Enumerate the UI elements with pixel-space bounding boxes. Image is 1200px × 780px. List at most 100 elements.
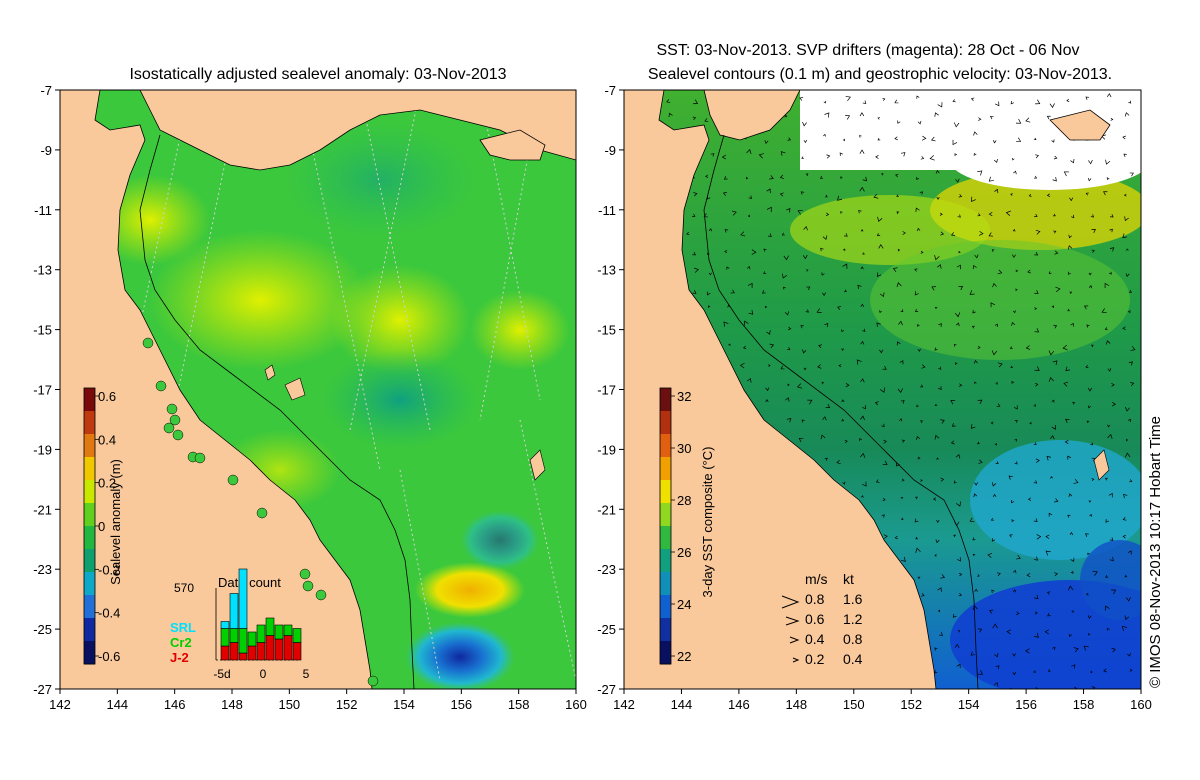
velocity-arrow [991,249,995,252]
y-tick-label: -25 [597,622,616,637]
velocity-arrow [954,643,960,649]
velocity-arrow [1048,512,1053,517]
velocity-arrow [825,212,830,216]
velocity-arrow [883,439,887,444]
velocity-arrow [1110,214,1114,218]
velocity-arrow [876,322,881,327]
data-count-bar-j2 [283,635,293,661]
velocity-arrow [915,496,918,500]
velocity-arrow [740,231,746,237]
colorbar-swatch [84,595,95,619]
velocity-arrow [940,477,945,482]
velocity-arrow [921,364,926,369]
velocity-arrow [938,323,942,327]
velocity-arrow [934,434,940,440]
velocity-arrow [803,367,807,371]
velocity-arrow [1088,633,1091,636]
velocity-arrow [806,286,811,291]
velocity-arrow [837,195,843,201]
velocity-arrow [970,97,975,101]
velocity-arrow [1067,514,1071,518]
velocity-arrow [895,173,899,178]
velocity-arrow [987,552,993,558]
velocity-arrow [1091,229,1096,234]
velocity-arrow [765,399,769,403]
velocity-arrow [1091,249,1095,253]
colorbar-swatch [660,595,671,619]
velocity-arrow [1085,365,1089,369]
velocity-arrow [1124,216,1129,222]
velocity-arrow [914,518,919,523]
velocity-arrow [796,383,803,389]
velocity-arrow [731,210,737,216]
velocity-arrow [1088,285,1093,289]
velocity-arrow [751,249,757,255]
velocity-arrow [916,323,920,327]
velocity-arrow [994,323,998,327]
x-tick-label: 152 [336,697,358,712]
velocity-arrow [1054,572,1059,577]
velocity-arrow [758,153,765,159]
velocity-arrow [802,121,807,127]
velocity-arrow [779,192,784,197]
velocity-arrow [957,557,961,562]
velocity-arrow [879,387,886,393]
colorbar-swatch [84,457,95,481]
velocity-arrow [786,418,792,423]
x-tick-label: 142 [613,697,635,712]
velocity-arrow [1013,170,1017,175]
velocity-arrow [953,344,957,347]
velocity-arrow [728,343,731,346]
velocity-arrow [1107,368,1112,372]
velocity-arrow [933,689,936,692]
velocity-arrow [916,227,921,232]
velocity-arrow [992,282,997,288]
velocity-arrow [1123,193,1127,197]
velocity-arrow [1111,401,1117,407]
velocity-arrow [1015,118,1022,124]
velocity-arrow [1034,328,1040,333]
y-tick-label: -15 [33,323,52,338]
data-count-bar-j2 [238,652,248,661]
sst-map [624,90,1141,692]
colorbar-tick-label: -0.4 [98,606,120,621]
velocity-arrow [1062,344,1068,351]
data-count-bar-j2 [247,645,257,661]
velocity-arrow [807,399,813,405]
velocity-arrow [938,366,942,370]
velocity-arrow [861,495,864,498]
velocity-arrow [897,120,901,124]
colorbar-tick-label: 24 [677,597,691,612]
velocity-arrow [974,254,979,259]
velocity-arrow [1124,615,1130,621]
data-count-ymax: 570 [174,581,194,595]
x-tick-label: 148 [785,697,807,712]
colorbar-tick-label: 0 [98,519,105,534]
velocity-arrow [897,388,903,394]
velocity-arrow [896,194,899,197]
velocity-arrow [1111,382,1115,387]
velocity-arrow [970,651,976,656]
colorbar-swatch [660,503,671,527]
velocity-arrow [783,286,786,290]
velocity-arrow [841,418,845,422]
velocity-arrow [764,140,769,145]
velocity-arrow [934,254,940,261]
velocity-arrow [779,174,784,179]
land-australia [60,90,373,689]
velocity-arrow [1087,177,1092,182]
velocity-arrow [977,670,984,675]
positive-anomaly-region [415,562,525,618]
velocity-arrow [934,306,938,310]
velocity-arrow [934,347,938,351]
velocity-legend-row: 0.8 1.6 [781,591,863,609]
velocity-arrow [914,309,919,313]
velocity-arrow [1086,420,1090,424]
colorbar-tick-label: 26 [677,545,691,560]
velocity-arrow [860,378,865,383]
x-tick-label: 144 [671,697,693,712]
velocity-arrow [900,309,904,313]
velocity-arrow [989,609,994,614]
data-count-bar-srl [229,593,239,629]
velocity-arrow [747,214,750,218]
